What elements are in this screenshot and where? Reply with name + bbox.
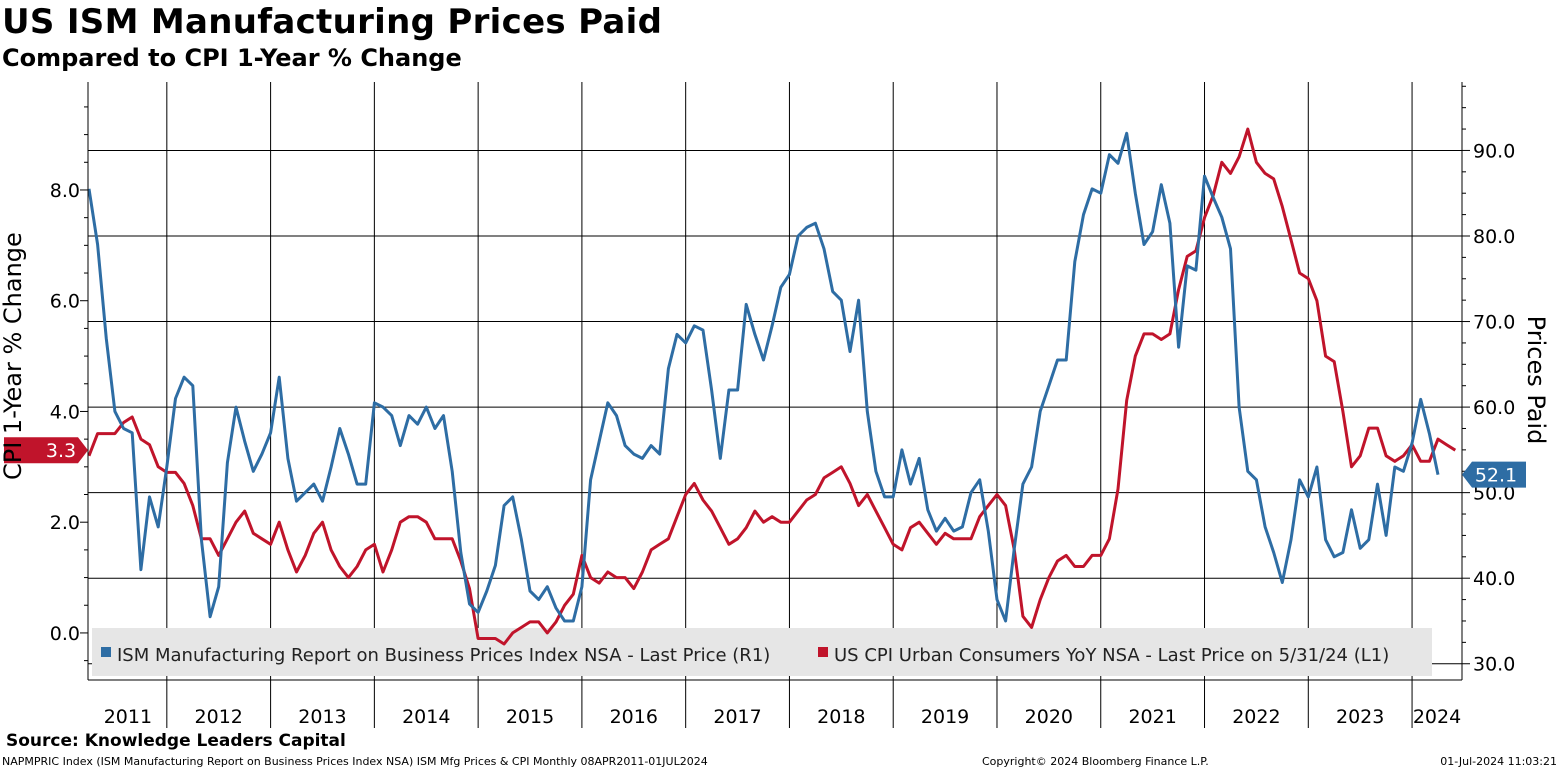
timestamp: 01-Jul-2024 11:03:21 [1440,755,1557,768]
right-tick-label: 50.0 [1473,483,1515,505]
chart-subtitle: Compared to CPI 1-Year % Change [2,44,462,72]
x-tick-label: 2021 [1128,706,1176,728]
copyright-note: Copyright© 2024 Bloomberg Finance L.P. [982,755,1209,768]
legend-swatch [818,647,828,657]
x-tick-label: 2017 [713,706,761,728]
x-tick-label: 2014 [402,706,450,728]
left-tick-label: 4.0 [50,401,80,423]
cpi-last-value-tag [4,437,88,464]
chart-title: US ISM Manufacturing Prices Paid [2,2,663,42]
x-tick-label: 2024 [1413,706,1461,728]
right-tick-label: 60.0 [1473,397,1515,419]
x-tick-label: 2016 [610,706,658,728]
right-axis-label: Prices Paid [1522,315,1550,445]
legend-label: ISM Manufacturing Report on Business Pri… [117,645,770,666]
right-tick-label: 80.0 [1473,226,1515,248]
series-line-ism [87,131,1440,623]
x-tick-label: 2011 [104,706,152,728]
left-tick-label: 2.0 [50,512,80,534]
ism-last-value-tag [1462,461,1526,488]
cpi-last-value: 3.3 [46,440,76,462]
legend-label: US CPI Urban Consumers YoY NSA - Last Pr… [834,645,1389,666]
right-tick-label: 30.0 [1473,654,1515,676]
source-note: Source: Knowledge Leaders Capital [6,731,346,751]
right-tick-label: 40.0 [1473,568,1515,590]
legend-background [92,628,1432,676]
x-tick-label: 2018 [817,706,865,728]
left-axis-label: CPI 1-Year % Change [0,232,27,480]
series-line-cpi [87,127,1457,646]
x-tick-label: 2019 [921,706,969,728]
x-tick-label: 2020 [1025,706,1073,728]
x-tick-label: 2013 [298,706,346,728]
x-tick-label: 2022 [1232,706,1280,728]
left-tick-label: 6.0 [50,291,80,313]
left-tick-label: 0.0 [50,623,80,645]
right-tick-label: 90.0 [1473,140,1515,162]
right-tick-label: 70.0 [1473,312,1515,334]
left-tick-label: 8.0 [50,180,80,202]
legend-swatch [101,647,111,657]
x-tick-label: 2012 [195,706,243,728]
x-tick-label: 2023 [1336,706,1384,728]
x-tick-label: 2015 [506,706,554,728]
ism-last-value: 52.1 [1475,465,1517,487]
index-info: NAPMPRIC Index (ISM Manufacturing Report… [2,755,708,768]
